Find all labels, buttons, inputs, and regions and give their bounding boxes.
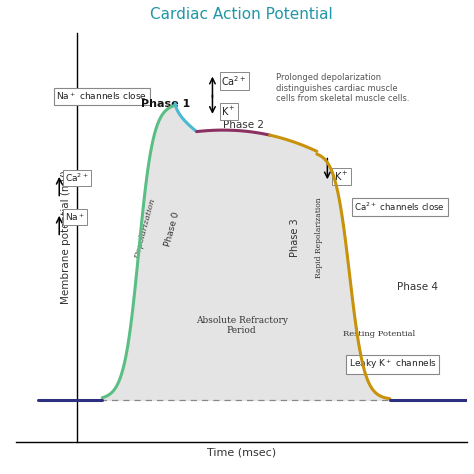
Text: Phase 4: Phase 4 <box>397 282 438 292</box>
Text: Rapid Repolarization: Rapid Repolarization <box>315 197 323 278</box>
Text: Ca$^{2+}$: Ca$^{2+}$ <box>65 172 89 184</box>
Text: Absolute Refractory
Period: Absolute Refractory Period <box>196 316 288 335</box>
Text: Na$^+$: Na$^+$ <box>65 211 85 223</box>
Y-axis label: Membrane potential (mV): Membrane potential (mV) <box>61 170 71 304</box>
Text: Leaky K$^+$ channels: Leaky K$^+$ channels <box>349 357 437 371</box>
Text: Phase 3: Phase 3 <box>290 218 300 257</box>
Text: Phase 2: Phase 2 <box>224 120 264 130</box>
Text: Ca$^{2+}$ channels close: Ca$^{2+}$ channels close <box>355 201 445 213</box>
Text: Na$^+$ channels close: Na$^+$ channels close <box>56 91 147 102</box>
Text: K$^+$: K$^+$ <box>221 105 236 118</box>
Title: Cardiac Action Potential: Cardiac Action Potential <box>150 7 333 22</box>
Text: Depolarization: Depolarization <box>133 198 157 260</box>
Text: Resting Potential: Resting Potential <box>343 329 415 337</box>
Text: Phase 0: Phase 0 <box>163 211 181 247</box>
Text: Phase 1: Phase 1 <box>140 100 190 109</box>
X-axis label: Time (msec): Time (msec) <box>207 447 276 457</box>
Text: K$^+$: K$^+$ <box>334 170 349 182</box>
Text: Prolonged depolarization
distinguishes cardiac muscle
cells from skeletal muscle: Prolonged depolarization distinguishes c… <box>275 73 409 103</box>
Text: Ca$^{2+}$: Ca$^{2+}$ <box>221 74 247 88</box>
